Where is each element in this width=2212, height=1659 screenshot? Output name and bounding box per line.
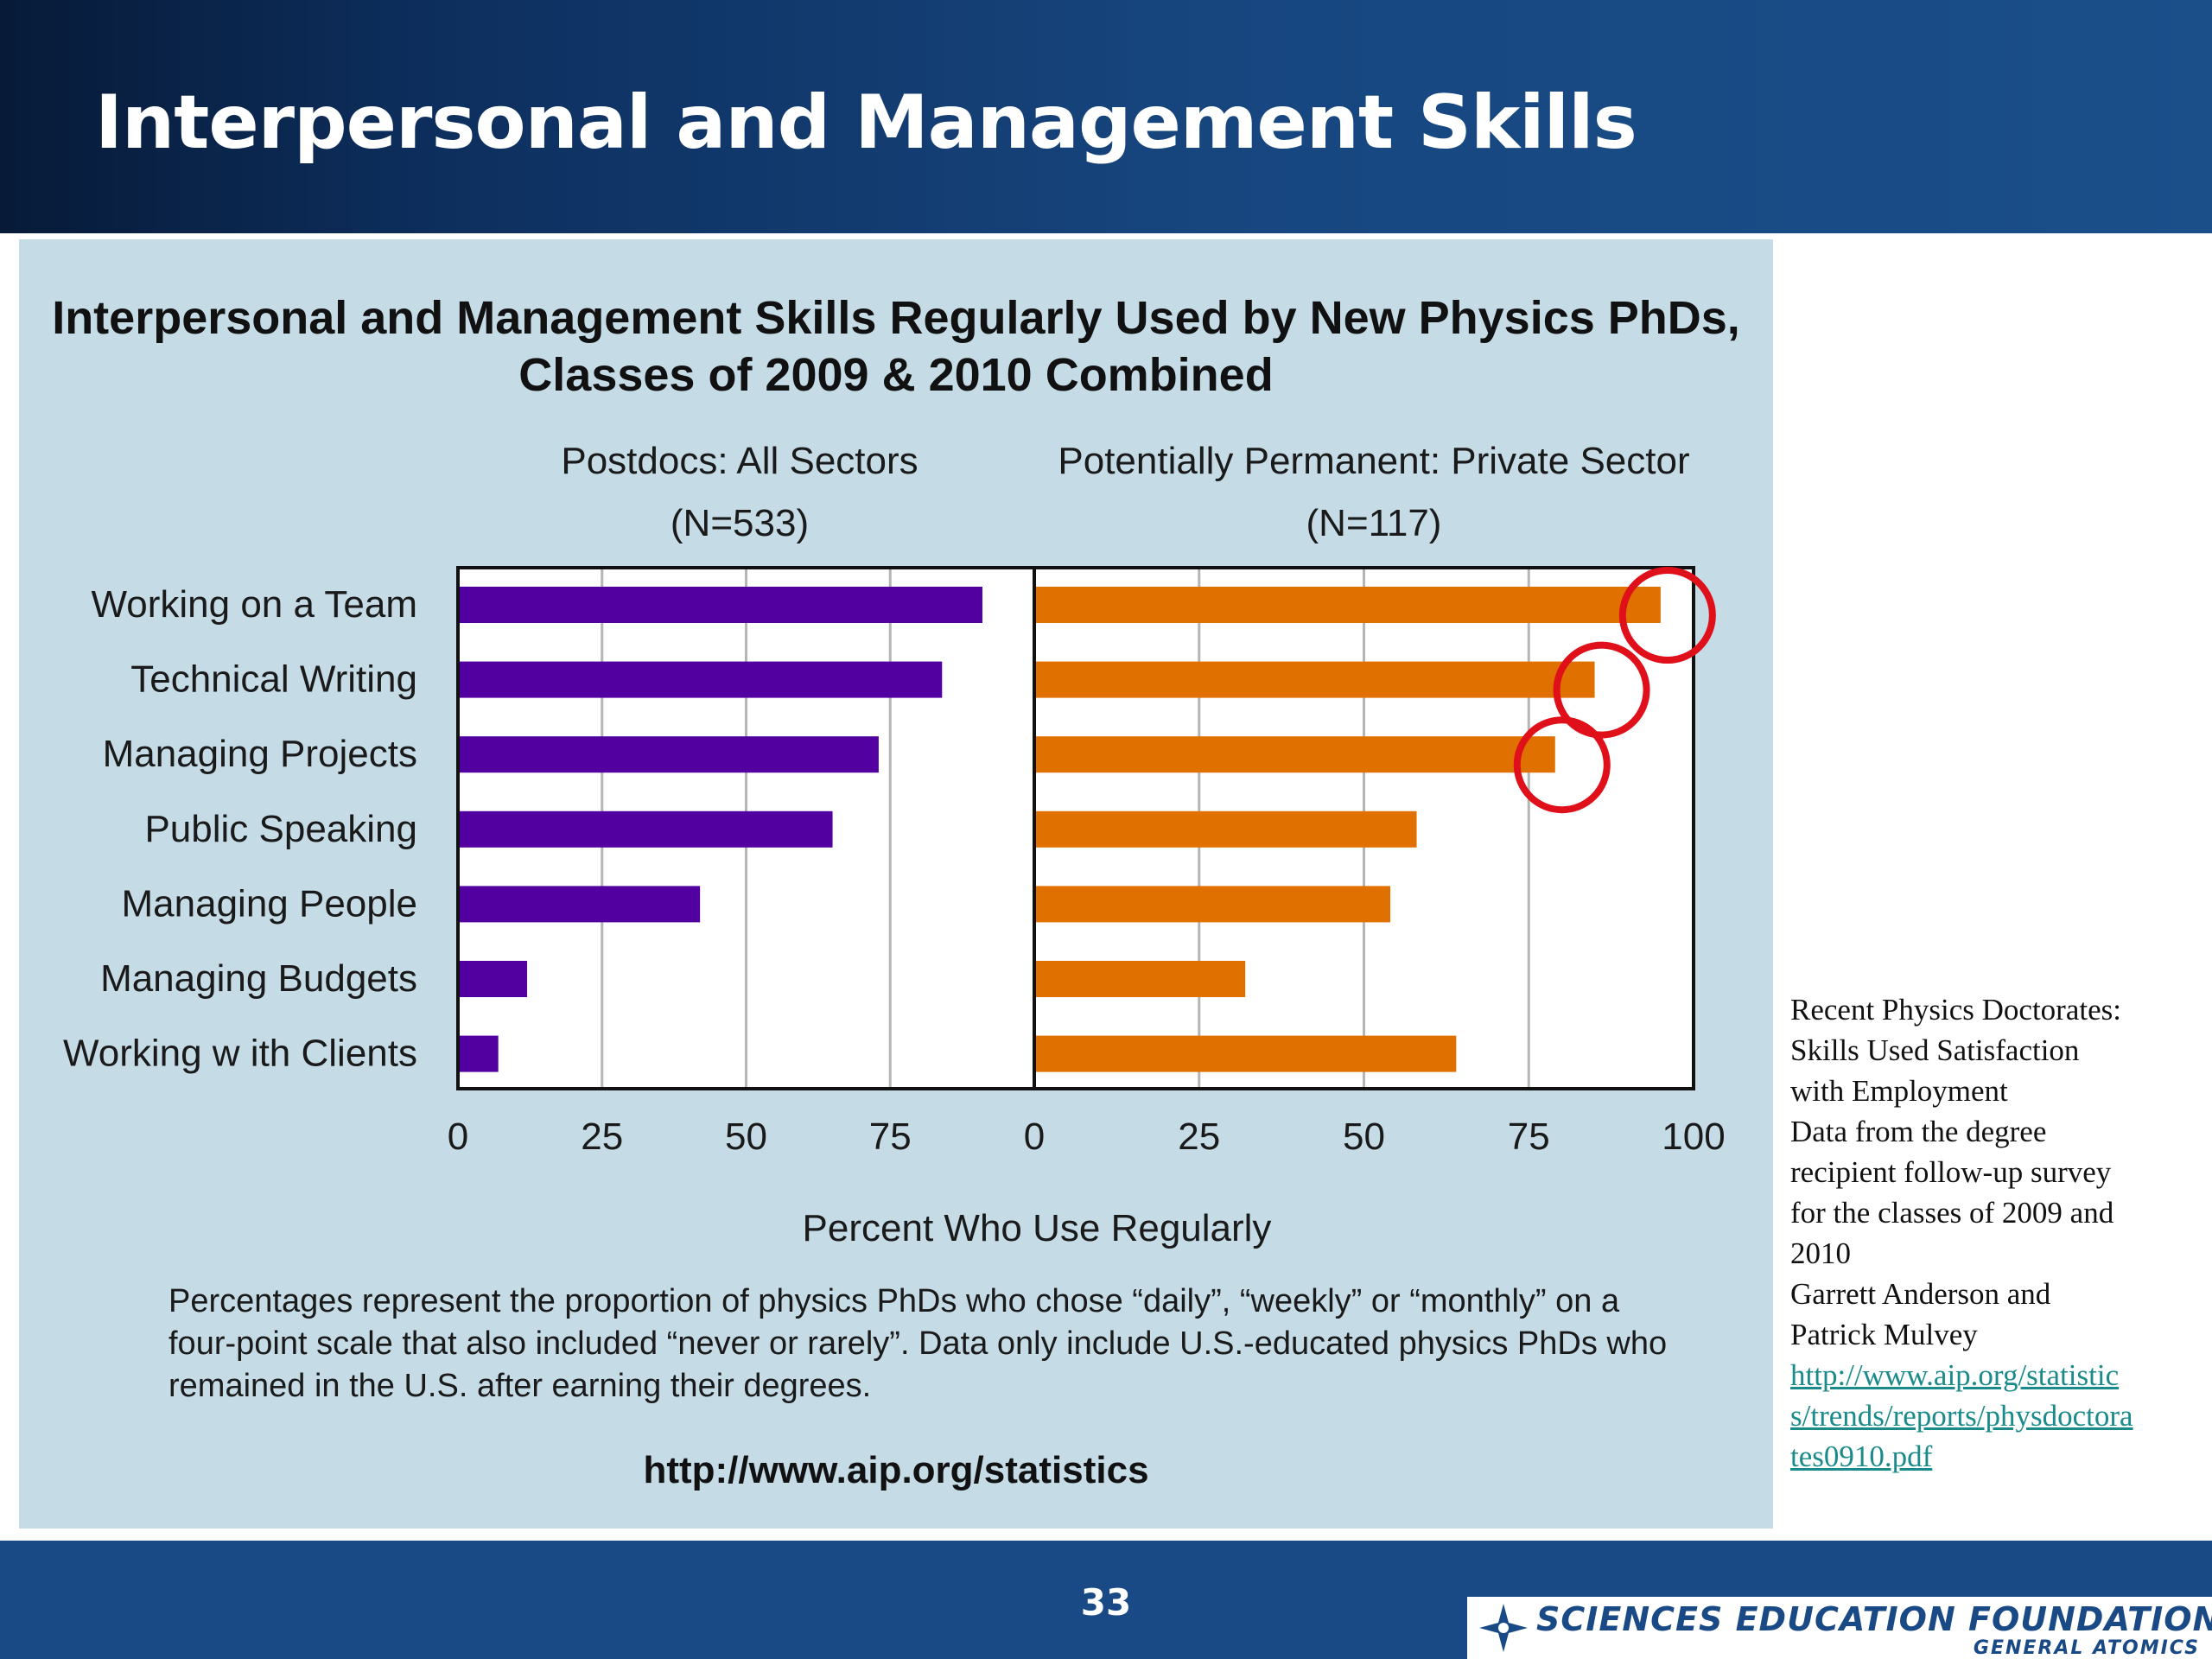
x-tick-label: 75 — [869, 1116, 912, 1158]
bar — [1034, 961, 1246, 997]
bar — [458, 886, 701, 923]
logo-subtitle: GENERAL ATOMICS — [1973, 1637, 2200, 1659]
logo-name: SCIENCES EDUCATION FOUNDATION — [1536, 1600, 2212, 1638]
x-tick-label: 50 — [725, 1116, 767, 1158]
x-tick-label: 50 — [1343, 1116, 1385, 1158]
x-tick-label: 0 — [448, 1116, 468, 1158]
chart-footnote: Percentages represent the proportion of … — [168, 1283, 1668, 1404]
category-label: Managing People — [122, 882, 417, 925]
star-compass-icon — [1479, 1604, 1528, 1652]
page-number: 33 — [1080, 1581, 1132, 1624]
sponsor-logo: SCIENCES EDUCATION FOUNDATION GENERAL AT… — [1467, 1597, 2212, 1659]
bar — [1034, 661, 1595, 698]
highlight-circle — [1618, 567, 1716, 664]
chart-title: Interpersonal and Management Skills Regu… — [52, 292, 1740, 401]
bar — [458, 661, 943, 698]
bar — [1034, 1035, 1457, 1072]
panel-n-label: (N=117) — [1306, 502, 1442, 544]
citation-link[interactable]: http://www.aip.org/statistics/trends/rep… — [1790, 1358, 2133, 1473]
category-label: Technical Writing — [130, 658, 417, 701]
bar — [458, 1035, 499, 1072]
bar — [458, 961, 528, 997]
bar — [1034, 810, 1417, 848]
category-label: Managing Projects — [103, 733, 417, 775]
bar — [1034, 736, 1555, 773]
panel-title: Potentially Permanent: Private Sector — [1058, 440, 1689, 482]
bar — [1034, 886, 1391, 923]
slide-title: Interpersonal and Management Skills — [95, 79, 1637, 166]
citation-authors: Garrett Anderson and Patrick Mulvey — [1790, 1277, 2051, 1351]
bar — [458, 810, 833, 848]
category-label: Working w ith Clients — [63, 1033, 417, 1075]
panel-n-label: (N=533) — [671, 502, 809, 544]
highlight-circle — [1513, 716, 1611, 814]
bar — [458, 587, 982, 623]
bar — [458, 736, 879, 773]
slide-header — [0, 0, 2212, 233]
x-tick-label: 25 — [1178, 1116, 1220, 1158]
panel-title: Postdocs: All Sectors — [561, 440, 918, 482]
x-tick-label: 100 — [1662, 1116, 1725, 1158]
plot-frame-2 — [1033, 566, 1695, 1090]
x-axis-label: Percent Who Use Regularly — [803, 1207, 1272, 1249]
source-url: http://www.aip.org/statistics — [643, 1449, 1149, 1491]
citation-title: Recent Physics Doctorates: Skills Used S… — [1790, 993, 2121, 1108]
bar — [1034, 587, 1661, 623]
sidebar-citation: Recent Physics Doctorates: Skills Used S… — [1790, 989, 2136, 1477]
x-tick-label: 25 — [581, 1116, 623, 1158]
x-tick-label: 75 — [1508, 1116, 1550, 1158]
category-label: Public Speaking — [144, 808, 417, 850]
citation-description: Data from the degree recipient follow-up… — [1790, 1115, 2114, 1270]
category-label: Managing Budgets — [100, 957, 417, 1000]
x-tick-label: 0 — [1024, 1116, 1045, 1158]
category-label: Working on a Team — [92, 583, 417, 626]
highlight-circle — [1553, 641, 1650, 739]
